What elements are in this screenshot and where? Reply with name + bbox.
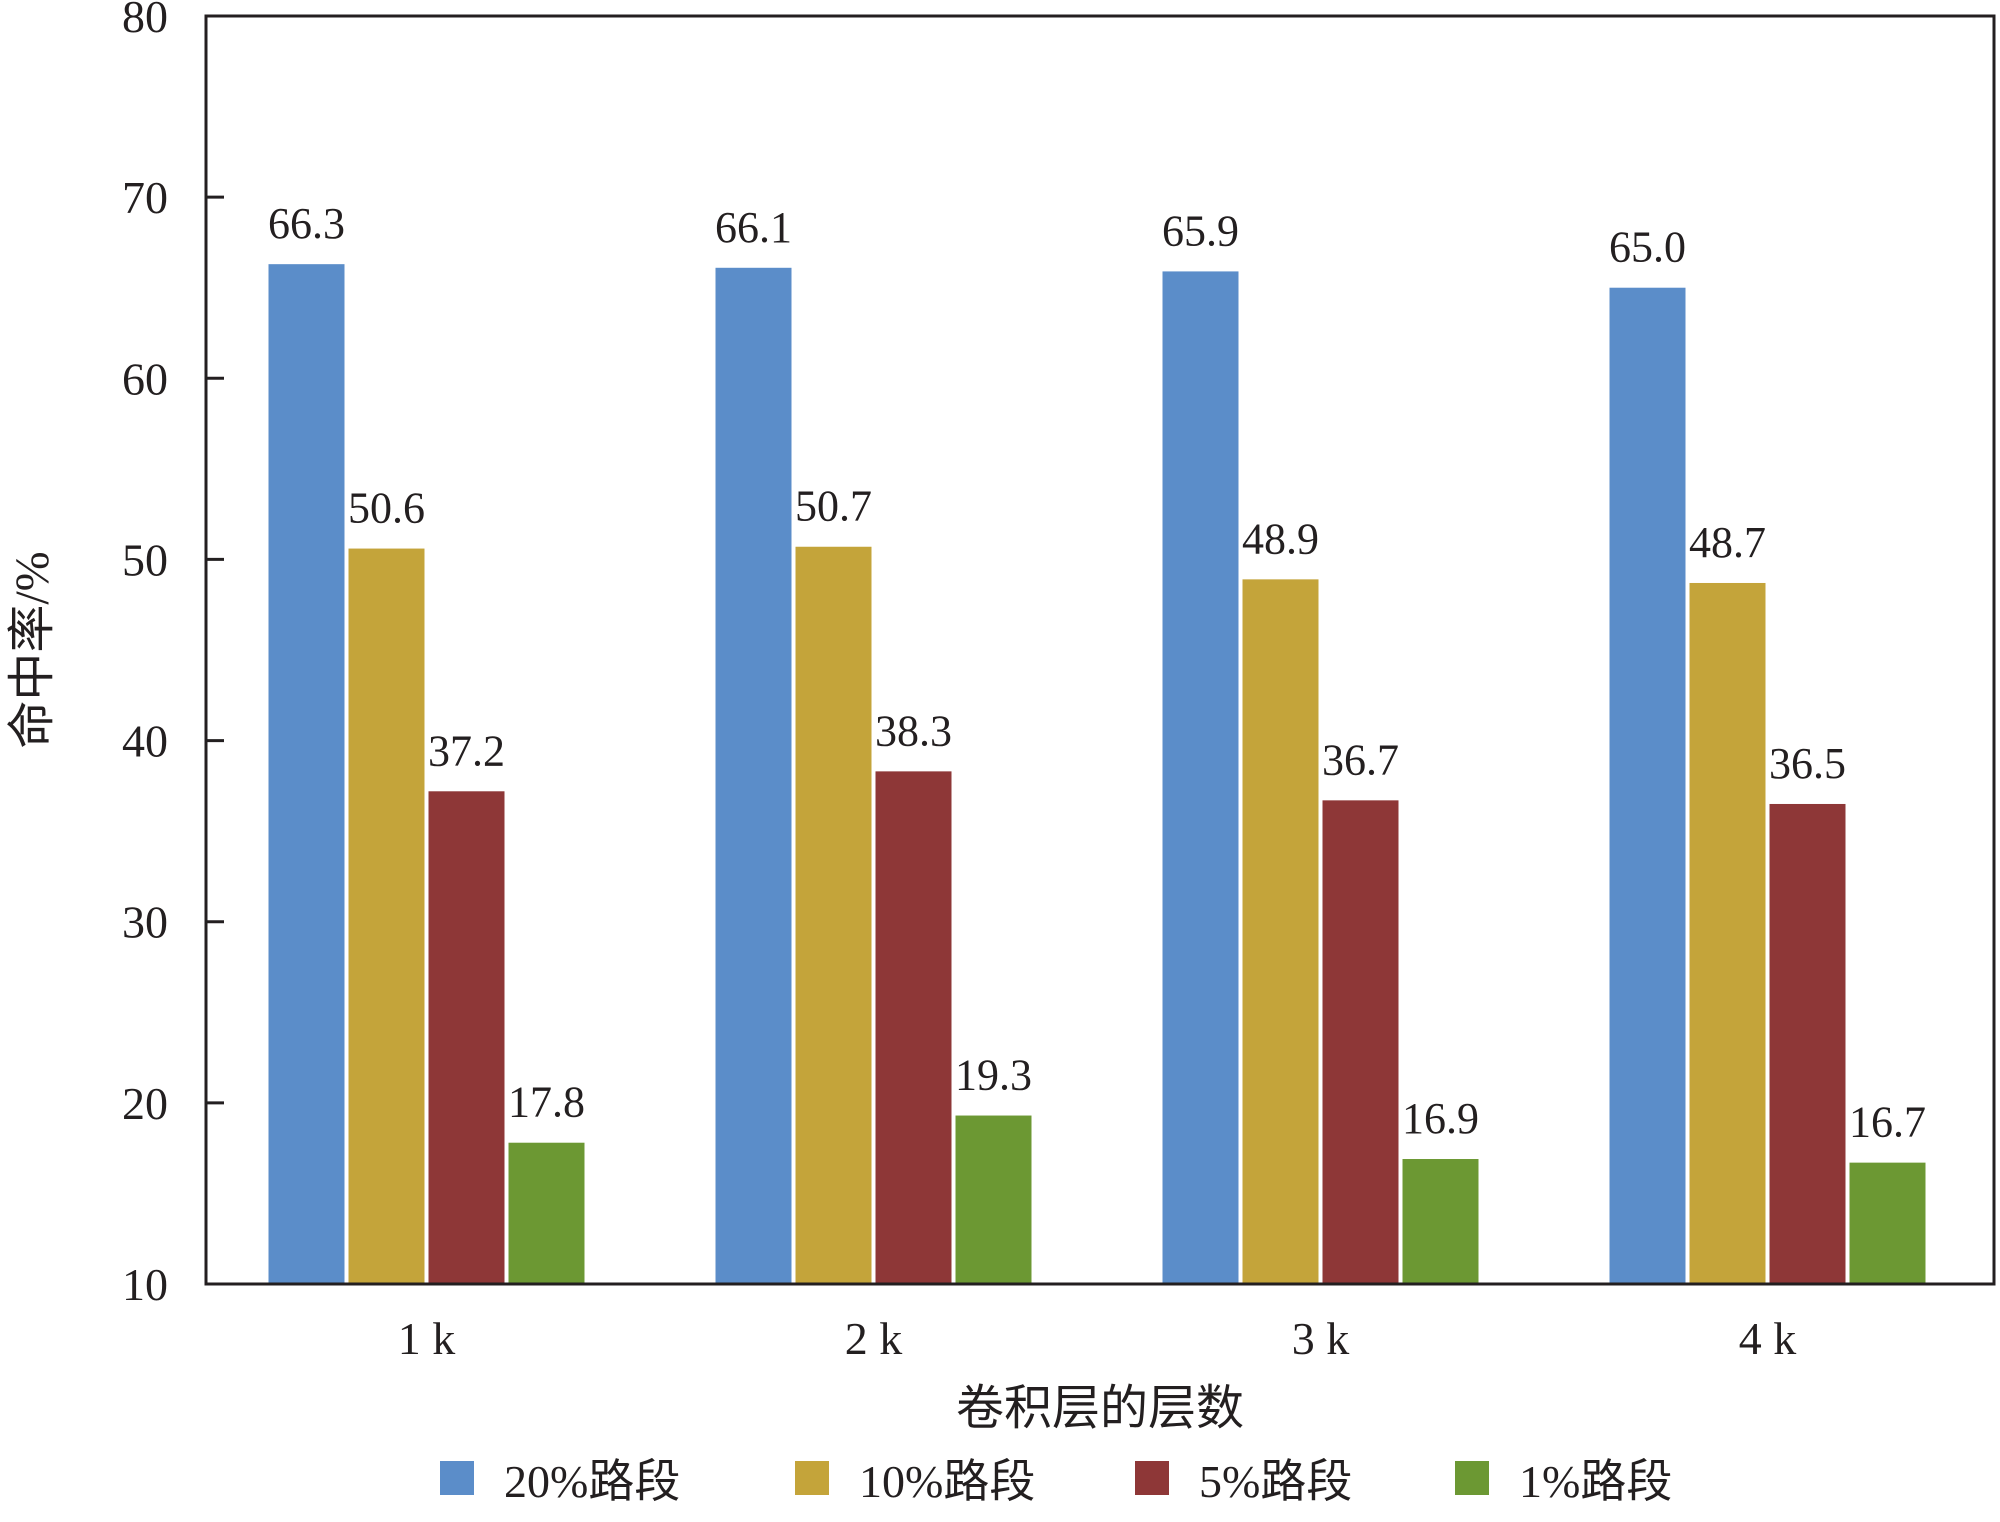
legend-swatch xyxy=(1135,1461,1169,1495)
bar-data-label: 65.0 xyxy=(1609,223,1686,272)
y-tick-label: 60 xyxy=(122,353,168,404)
bar xyxy=(1162,271,1239,1284)
y-tick-label: 50 xyxy=(122,534,168,585)
bar xyxy=(1609,287,1686,1284)
legend-swatch xyxy=(440,1461,474,1495)
legend-label: 10%路段 xyxy=(859,1456,1035,1507)
bar xyxy=(1242,579,1319,1284)
x-axis: 1 k 2 k 3 k 4 k xyxy=(398,1313,1797,1364)
y-tick-label: 10 xyxy=(122,1259,168,1310)
bar xyxy=(268,264,345,1284)
bar-data-label: 37.2 xyxy=(428,726,505,775)
legend-swatch xyxy=(795,1461,829,1495)
y-tick-label: 70 xyxy=(122,172,168,223)
bar-data-label: 36.7 xyxy=(1322,735,1399,784)
bar-data-label: 66.1 xyxy=(715,203,792,252)
y-axis: 10 20 30 40 50 60 70 80 xyxy=(122,0,224,1310)
bar-data-label: 50.6 xyxy=(348,484,425,533)
y-tick-label: 80 xyxy=(122,0,168,42)
bar-data-label: 48.7 xyxy=(1689,518,1766,567)
x-tick-label: 1 k xyxy=(398,1313,456,1364)
legend: 20%路段 10%路段 5%路段 1%路段 xyxy=(440,1456,1672,1507)
bar-data-label: 50.7 xyxy=(795,482,872,531)
bar xyxy=(1769,803,1846,1284)
bar xyxy=(795,546,872,1284)
bar xyxy=(875,771,952,1284)
bar-data-label: 16.7 xyxy=(1849,1098,1926,1147)
plot-frame xyxy=(204,14,1996,1286)
y-tick-label: 30 xyxy=(122,897,168,948)
legend-swatch xyxy=(1455,1461,1489,1495)
bar xyxy=(1322,800,1399,1284)
bars-layer xyxy=(268,264,1926,1284)
bar xyxy=(508,1142,585,1284)
bar-data-label: 38.3 xyxy=(875,706,952,755)
bar xyxy=(715,267,792,1284)
legend-label: 20%路段 xyxy=(504,1456,680,1507)
bar-data-label: 16.9 xyxy=(1402,1094,1479,1143)
legend-label: 1%路段 xyxy=(1519,1456,1672,1507)
bar-data-label: 19.3 xyxy=(955,1051,1032,1100)
bar-data-label: 48.9 xyxy=(1242,514,1319,563)
x-tick-label: 3 k xyxy=(1292,1313,1350,1364)
x-axis-title: 卷积层的层数 xyxy=(956,1382,1244,1435)
bar xyxy=(348,548,425,1284)
bar xyxy=(1849,1162,1926,1284)
bar xyxy=(428,791,505,1284)
bar-data-label: 65.9 xyxy=(1162,206,1239,255)
data-labels-layer: 66.3 50.6 37.2 17.8 66.1 50.7 38.3 19.3 65.9 48.9… xyxy=(268,199,1926,1146)
bar-data-label: 36.5 xyxy=(1769,739,1846,788)
y-tick-label: 40 xyxy=(122,716,168,767)
bar xyxy=(955,1115,1032,1284)
bar xyxy=(1689,582,1766,1284)
y-tick-label: 20 xyxy=(122,1078,168,1129)
x-tick-label: 2 k xyxy=(845,1313,903,1364)
bar-data-label: 17.8 xyxy=(508,1078,585,1127)
y-axis-title: 命中率/% xyxy=(6,551,59,748)
bar-data-label: 66.3 xyxy=(268,199,345,248)
legend-label: 5%路段 xyxy=(1199,1456,1352,1507)
x-tick-label: 4 k xyxy=(1739,1313,1797,1364)
bar xyxy=(1402,1159,1479,1284)
